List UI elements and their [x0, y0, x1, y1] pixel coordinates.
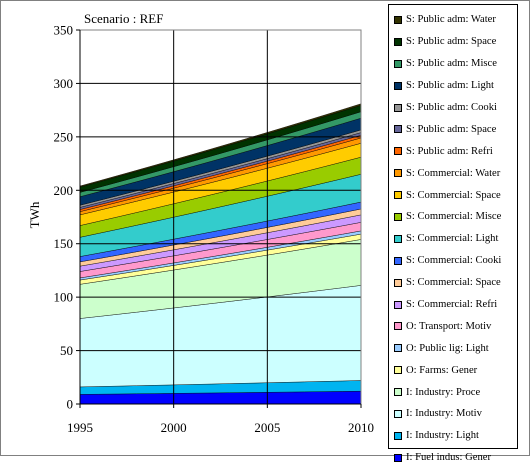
legend-entry: S: Public adm: Space: [389, 31, 517, 53]
legend-label: S: Commercial: Light: [406, 233, 499, 245]
legend-entry: S: Public adm: Misce: [389, 53, 517, 75]
legend-swatch: [394, 212, 402, 221]
legend-swatch: [394, 147, 402, 156]
y-tick-label: 50: [60, 343, 73, 358]
legend-entry: S: Public adm: Space: [389, 118, 517, 140]
y-tick-label: 150: [54, 236, 74, 251]
y-tick-label: 250: [54, 129, 74, 144]
legend-label: S: Public adm: Misce: [406, 58, 497, 70]
legend-entry: I: Industry: Light: [389, 425, 517, 447]
legend-label: S: Public adm: Space: [406, 123, 497, 135]
legend-entry: S: Public adm: Light: [389, 75, 517, 97]
legend-entry: S: Commercial: Space: [389, 184, 517, 206]
legend-swatch: [394, 37, 402, 46]
legend-label: S: Public adm: Cooki: [406, 102, 497, 113]
legend-label: S: Public adm: Light: [406, 80, 494, 92]
x-tick-label: 2000: [161, 420, 187, 435]
legend-swatch: [394, 388, 402, 397]
legend-label: O: Transport: Motiv: [406, 320, 492, 332]
legend-swatch: [394, 366, 402, 375]
legend-swatch: [394, 234, 402, 243]
legend-swatch: [394, 125, 402, 134]
legend-swatch: [394, 81, 402, 90]
legend-swatch: [394, 344, 402, 353]
legend-label: S: Commercial: Space: [406, 277, 501, 289]
legend-entry: O: Transport: Motiv: [389, 315, 517, 337]
legend-entry: S: Commercial: Water: [389, 162, 517, 184]
chart-title: Scenario : REF: [84, 11, 163, 26]
legend-label: S: Public adm: Space: [406, 36, 497, 48]
legend-label: O: Farms: Gener: [406, 364, 478, 376]
legend-entry: O: Farms: Gener: [389, 359, 517, 381]
x-tick-label: 1995: [67, 420, 93, 435]
y-tick-label: 0: [67, 397, 74, 412]
legend-label: I: Industry: Proce: [406, 386, 481, 398]
legend-label: S: Commercial: Cooki: [406, 255, 502, 267]
legend-label: S: Commercial: Refri: [406, 299, 498, 311]
legend-swatch: [394, 453, 402, 462]
legend: S: Public adm: Water S: Public adm: Space…: [388, 4, 518, 463]
legend-label: I: Industry: Motiv: [406, 408, 482, 420]
legend-swatch: [394, 15, 402, 24]
axes: 0 50 100 150 200 250 300 350 1995 2000 2005 2010: [54, 23, 375, 436]
legend-swatch: [394, 59, 402, 68]
gridlines: [80, 29, 361, 404]
legend-entry: S: Public adm: Refri: [389, 140, 517, 162]
legend-entry: S: Commercial: Cooki: [389, 250, 517, 272]
stacked-areas: [79, 103, 362, 405]
legend-swatch: [394, 191, 402, 200]
legend-entry: S: Commercial: Light: [389, 228, 517, 250]
legend-label: S: Public adm: Refri: [406, 145, 493, 157]
legend-entry: S: Commercial: Refri: [389, 294, 517, 316]
legend-label: I: Industry: Light: [406, 430, 479, 442]
legend-entry: S: Commercial: Misce: [389, 206, 517, 228]
legend-swatch: [394, 300, 402, 309]
legend-label: S: Public adm: Water: [406, 14, 496, 26]
legend-label: S: Commercial: Misce: [406, 211, 502, 223]
legend-entry: S: Commercial: Space: [389, 272, 517, 294]
legend-swatch: [394, 256, 402, 265]
legend-entry: S: Public adm: Cooki: [389, 97, 517, 119]
chart-svg: 0 50 100 150 200 250 300 350 1995 2000 2005 2010 Sc…: [27, 11, 375, 436]
legend-label: I: Fuel indus: Gener: [406, 452, 492, 464]
legend-entry: I: Industry: Proce: [389, 381, 517, 403]
y-axis-label: TWh: [27, 201, 42, 228]
legend-swatch: [394, 409, 402, 418]
legend-swatch: [394, 169, 402, 178]
legend-entry: I: Fuel indus: Gener: [389, 447, 517, 469]
y-tick-label: 350: [54, 23, 74, 38]
legend-entry: I: Industry: Motiv: [389, 403, 517, 425]
legend-swatch: [394, 103, 402, 112]
legend-swatch: [394, 322, 402, 331]
x-tick-label: 2010: [348, 420, 374, 435]
legend-label: O: Public lig: Light: [406, 342, 489, 354]
x-tick-label: 2005: [254, 420, 280, 435]
y-tick-label: 300: [54, 76, 74, 91]
legend-swatch: [394, 431, 402, 440]
legend-swatch: [394, 278, 402, 287]
y-tick-label: 100: [54, 290, 74, 305]
y-tick-label: 200: [54, 183, 74, 198]
legend-entry: O: Public lig: Light: [389, 337, 517, 359]
legend-label: S: Commercial: Space: [406, 189, 501, 201]
legend-label: S: Commercial: Water: [406, 167, 501, 179]
legend-entry: S: Public adm: Water: [389, 9, 517, 31]
